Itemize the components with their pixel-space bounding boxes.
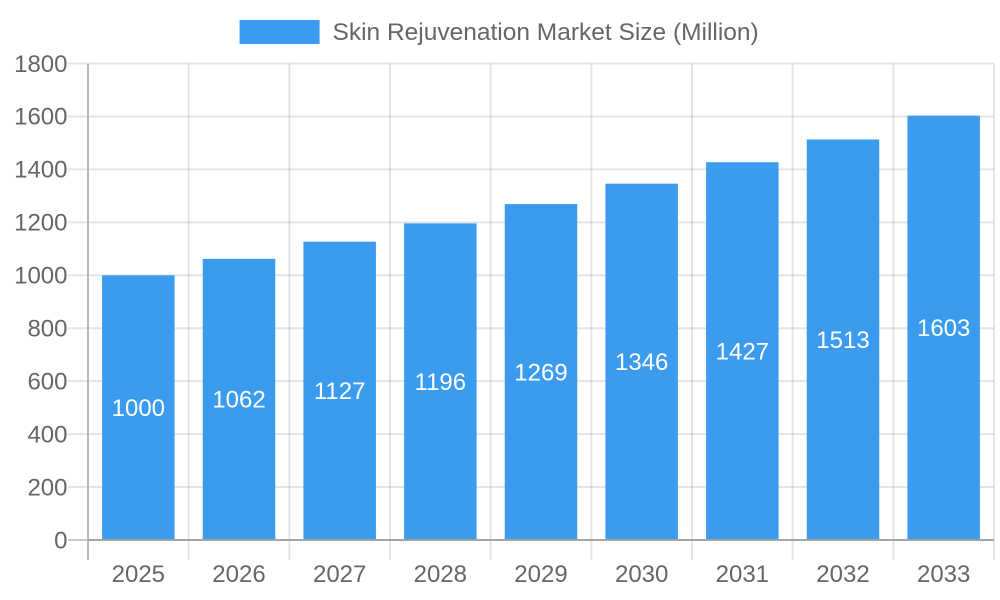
- svg-text:400: 400: [27, 421, 67, 448]
- svg-text:2030: 2030: [615, 561, 668, 588]
- svg-text:1127: 1127: [314, 378, 366, 405]
- svg-text:2027: 2027: [313, 561, 366, 588]
- svg-text:1000: 1000: [14, 263, 67, 290]
- svg-text:2025: 2025: [112, 561, 165, 588]
- svg-text:600: 600: [27, 368, 67, 395]
- svg-text:1062: 1062: [212, 387, 265, 414]
- svg-text:1346: 1346: [615, 349, 668, 376]
- svg-text:Skin Rejuvenation Market Size: Skin Rejuvenation Market Size (Million): [333, 19, 759, 46]
- svg-text:1603: 1603: [917, 315, 970, 342]
- svg-text:1800: 1800: [14, 51, 67, 78]
- svg-text:2029: 2029: [514, 561, 567, 588]
- svg-text:0: 0: [54, 527, 67, 554]
- svg-text:2026: 2026: [212, 561, 265, 588]
- svg-text:2033: 2033: [917, 561, 970, 588]
- svg-text:1269: 1269: [514, 359, 567, 386]
- svg-text:2028: 2028: [414, 561, 467, 588]
- svg-text:1196: 1196: [415, 369, 467, 396]
- svg-text:1513: 1513: [816, 327, 869, 354]
- svg-text:1000: 1000: [112, 395, 165, 422]
- svg-text:2032: 2032: [816, 561, 869, 588]
- svg-text:200: 200: [27, 474, 67, 501]
- svg-text:1600: 1600: [14, 104, 67, 131]
- svg-text:1200: 1200: [14, 210, 67, 237]
- svg-text:1400: 1400: [14, 157, 67, 184]
- svg-text:800: 800: [27, 315, 67, 342]
- svg-text:2031: 2031: [716, 561, 769, 588]
- svg-text:1427: 1427: [716, 338, 769, 365]
